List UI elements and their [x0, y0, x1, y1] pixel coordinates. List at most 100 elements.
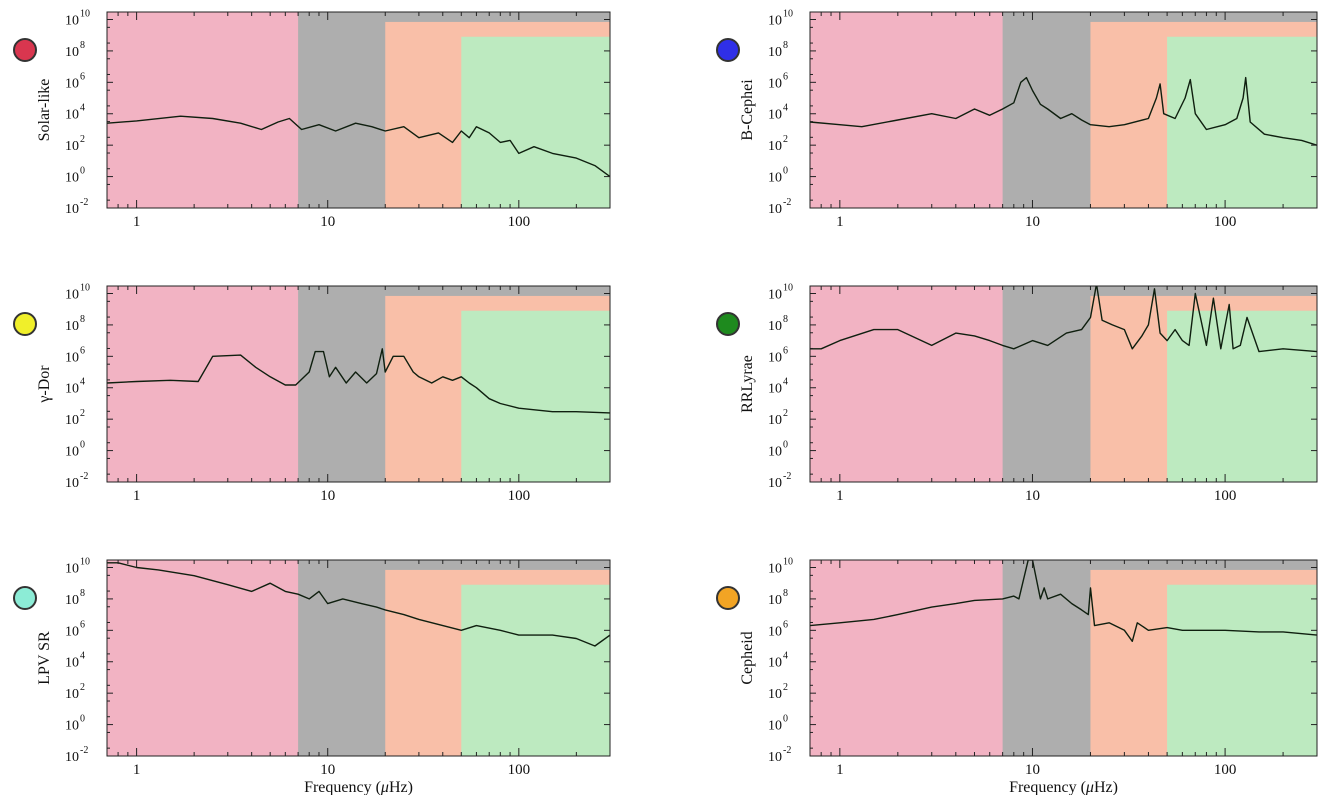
y-tick-exponent: 8: [783, 40, 788, 51]
series-line: [107, 348, 610, 414]
x-tick-label: 100: [508, 488, 531, 504]
x-axis-label: Frequency (μHz): [304, 779, 413, 795]
y-tick-exponent: 6: [80, 345, 85, 356]
y-tick-exponent: -2: [783, 745, 791, 756]
y-axis-label: Cepheid: [739, 631, 756, 684]
y-tick-label: 10: [768, 476, 782, 491]
x-tick-label: 1: [836, 214, 844, 230]
y-tick-label: 10: [65, 202, 79, 217]
y-tick-label: 10: [768, 45, 782, 60]
y-tick-label: 10: [65, 413, 79, 428]
x-tick-label: 10: [320, 762, 335, 778]
x-tick-label: 1: [133, 488, 141, 504]
y-tick-exponent: 0: [783, 714, 788, 725]
x-tick-label: 1: [836, 488, 844, 504]
y-tick-label: 10: [65, 445, 79, 460]
x-tick-label: 1: [836, 762, 844, 778]
y-tick-label: 10: [65, 139, 79, 154]
y-axis-label: B-Cephei: [739, 79, 756, 141]
y-tick-exponent: 10: [783, 282, 793, 293]
y-tick-exponent: 8: [80, 40, 85, 51]
y-tick-exponent: 10: [783, 8, 793, 19]
band-green: [1167, 36, 1317, 208]
y-tick-label: 10: [65, 171, 79, 186]
series-line: [107, 115, 610, 178]
class-marker-dot: [13, 38, 37, 62]
y-tick-exponent: 2: [80, 408, 85, 419]
y-tick-label: 10: [768, 750, 782, 765]
band-green: [1167, 584, 1317, 756]
y-tick-exponent: 6: [783, 71, 788, 82]
y-axis-label: RRLyrae: [739, 355, 756, 413]
x-tick-label: 100: [508, 762, 531, 778]
y-tick-label: 10: [768, 445, 782, 460]
y-tick-exponent: 4: [80, 377, 85, 388]
x-tick-label: 100: [1214, 488, 1237, 504]
y-tick-label: 10: [768, 108, 782, 123]
y-tick-exponent: 0: [80, 714, 85, 725]
y-tick-exponent: 8: [783, 588, 788, 599]
y-tick-exponent: 4: [80, 651, 85, 662]
y-tick-label: 10: [768, 171, 782, 186]
y-tick-exponent: 4: [783, 103, 788, 114]
y-tick-label: 10: [65, 687, 79, 702]
y-tick-label: 10: [768, 350, 782, 365]
x-tick-label: 10: [1025, 762, 1040, 778]
y-tick-label: 10: [768, 287, 782, 302]
y-tick-label: 10: [768, 593, 782, 608]
series-line: [107, 562, 610, 647]
y-tick-exponent: 0: [783, 166, 788, 177]
axes-frame: [106, 285, 611, 483]
y-tick-label: 10: [65, 287, 79, 302]
y-tick-label: 10: [65, 108, 79, 123]
y-tick-exponent: 10: [80, 282, 90, 293]
y-tick-label: 10: [65, 656, 79, 671]
x-tick-label: 100: [1214, 214, 1237, 230]
y-tick-exponent: 2: [783, 682, 788, 693]
y-tick-label: 10: [768, 202, 782, 217]
y-tick-label: 10: [768, 687, 782, 702]
class-marker-dot: [716, 586, 740, 610]
y-tick-exponent: 2: [783, 134, 788, 145]
y-tick-label: 10: [768, 561, 782, 576]
y-tick-label: 10: [65, 76, 79, 91]
axes-frame: [809, 559, 1318, 757]
y-axis-label: Solar-like: [36, 79, 53, 142]
y-tick-exponent: 10: [783, 556, 793, 567]
y-tick-label: 10: [768, 382, 782, 397]
x-tick-label: 10: [1025, 488, 1040, 504]
y-axis-label: γ-Dor: [36, 365, 53, 404]
y-tick-label: 10: [768, 656, 782, 671]
y-tick-exponent: -2: [80, 471, 88, 482]
y-tick-exponent: 0: [783, 440, 788, 451]
x-axis-label: Frequency (μHz): [1009, 779, 1118, 795]
y-tick-exponent: 0: [80, 166, 85, 177]
y-tick-exponent: 8: [80, 588, 85, 599]
y-tick-label: 10: [65, 593, 79, 608]
y-tick-label: 10: [65, 719, 79, 734]
y-tick-label: 10: [768, 319, 782, 334]
y-tick-label: 10: [65, 476, 79, 491]
x-tick-label: 1: [133, 762, 141, 778]
y-tick-label: 10: [65, 350, 79, 365]
y-tick-exponent: 8: [80, 314, 85, 325]
y-tick-exponent: 0: [80, 440, 85, 451]
axes-frame: [106, 559, 611, 757]
y-tick-label: 10: [768, 719, 782, 734]
y-tick-exponent: 6: [783, 345, 788, 356]
x-tick-label: 100: [508, 214, 531, 230]
y-tick-exponent: 10: [80, 8, 90, 19]
y-tick-exponent: 4: [80, 103, 85, 114]
y-tick-label: 10: [768, 139, 782, 154]
y-tick-label: 10: [768, 624, 782, 639]
y-tick-exponent: 2: [783, 408, 788, 419]
y-tick-label: 10: [65, 561, 79, 576]
y-tick-label: 10: [768, 413, 782, 428]
y-tick-label: 10: [65, 750, 79, 765]
band-green: [461, 310, 610, 482]
x-tick-label: 10: [320, 214, 335, 230]
y-tick-exponent: 8: [783, 314, 788, 325]
